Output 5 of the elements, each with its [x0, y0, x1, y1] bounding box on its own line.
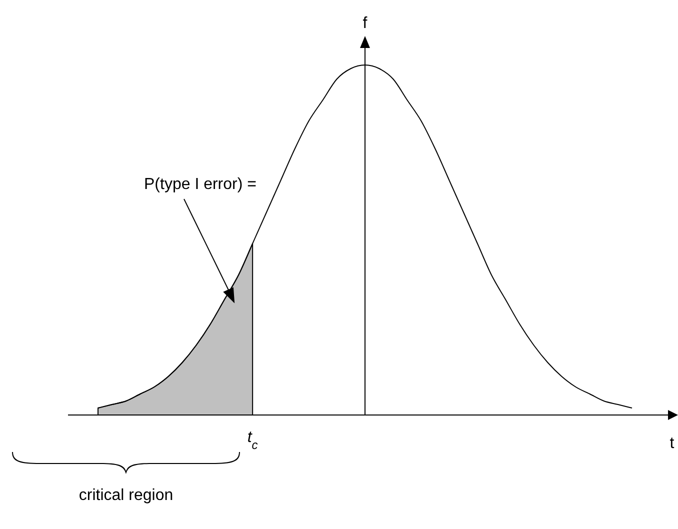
text: t$_{c}$	[247, 429, 258, 452]
annotation: P(type I error) =	[144, 176, 256, 193]
y-axis-title: f	[362, 15, 368, 32]
x-axis-title: t	[670, 435, 675, 452]
text: critical region	[78, 487, 174, 504]
